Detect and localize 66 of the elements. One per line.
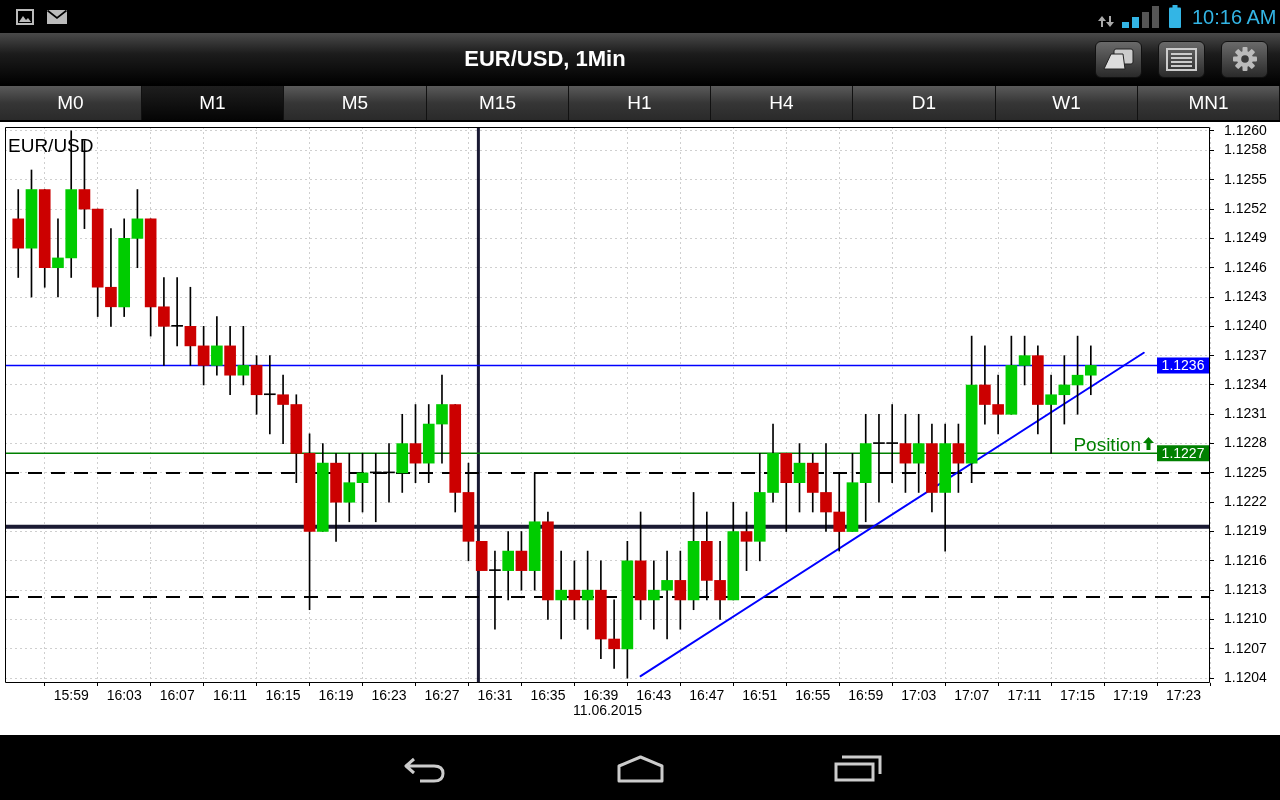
- x-tick-label: 16:47: [689, 687, 725, 704]
- candlestick: [436, 374, 448, 464]
- tab: M15: [427, 86, 569, 120]
- candlestick: [608, 599, 620, 669]
- y-tick-label: 1.1222: [1224, 493, 1268, 510]
- tab: W1: [996, 86, 1138, 120]
- annotation: 1.1236: [1161, 357, 1205, 374]
- tab: H4: [711, 86, 853, 120]
- candlestick: [264, 355, 276, 435]
- y-tick-label: 1.1207: [1224, 639, 1268, 656]
- y-tick-label: 1.1216: [1224, 551, 1268, 568]
- x-tick-label: 17:07: [954, 687, 990, 704]
- candlestick: [1045, 374, 1057, 454]
- y-tick-label: 1.1240: [1224, 317, 1268, 334]
- x-tick-label: 15:59: [53, 687, 89, 704]
- x-tick-label: 16:03: [106, 687, 142, 704]
- x-tick-label: 16:43: [636, 687, 672, 704]
- x-tick-label: 16:19: [318, 687, 354, 704]
- x-tick-label: 16:51: [742, 687, 778, 704]
- y-tick-label: 1.1231: [1224, 405, 1268, 422]
- x-tick-label: 16:23: [371, 687, 407, 704]
- x-tick-label: 16:07: [159, 687, 195, 704]
- x-tick-label: 17:19: [1113, 687, 1149, 704]
- y-tick-label: 1.1246: [1224, 258, 1268, 275]
- candlestick: [475, 540, 488, 571]
- tab: H1: [569, 86, 711, 120]
- y-tick-label: 1.1213: [1224, 581, 1268, 598]
- x-tick-label: 16:59: [848, 687, 884, 704]
- x-tick-label: 16:35: [530, 687, 566, 704]
- x-tick-label: 16:11: [213, 687, 248, 704]
- ref-line-label: Position: [1073, 434, 1141, 456]
- candlestick: [52, 218, 64, 298]
- x-tick-label: 17:15: [1060, 687, 1096, 704]
- candlestick: [912, 413, 925, 493]
- y-tick-label: 1.1243: [1224, 287, 1268, 304]
- y-tick-label: 1.1255: [1224, 170, 1268, 187]
- x-axis-title: 11.06.2015: [572, 702, 643, 719]
- y-tick-label: 1.1234: [1224, 375, 1268, 392]
- tab: M0: [0, 86, 142, 120]
- candlestick: [171, 277, 183, 347]
- y-tick-label: 1.1260: [1224, 121, 1268, 138]
- y-tick-label: 1.1258: [1224, 141, 1268, 158]
- x-tick-label: 17:11: [1007, 687, 1042, 704]
- x-tick-label: 17:23: [1165, 687, 1202, 704]
- tab: M5: [284, 86, 427, 120]
- y-tick-label: 1.1237: [1224, 346, 1268, 363]
- y-tick-label: 1.1249: [1224, 229, 1268, 246]
- y-tick-label: 1.1252: [1224, 199, 1268, 216]
- x-tick-label: 16:15: [265, 687, 301, 704]
- tab: MN1: [1138, 86, 1280, 120]
- annotation: 1.1227: [1161, 445, 1205, 462]
- tab: M1: [142, 86, 284, 120]
- y-tick-label: 1.1225: [1224, 463, 1268, 480]
- tab: D1: [853, 86, 996, 120]
- candlestick: [1084, 345, 1097, 396]
- y-tick-label: 1.1228: [1224, 434, 1268, 451]
- x-tick-label: 17:03: [901, 687, 937, 704]
- y-tick-label: 1.1204: [1224, 668, 1268, 685]
- x-tick-label: 16:39: [583, 687, 619, 704]
- x-tick-label: 16:55: [795, 687, 831, 704]
- x-tick-label: 16:31: [477, 687, 513, 704]
- y-tick-label: 1.1219: [1224, 522, 1268, 539]
- x-tick-label: 16:27: [424, 687, 460, 704]
- text: 10:16 AM: [1192, 5, 1277, 29]
- chart-title: EUR/USD, 1Min: [463, 45, 627, 73]
- y-tick-label: 1.1210: [1224, 610, 1268, 627]
